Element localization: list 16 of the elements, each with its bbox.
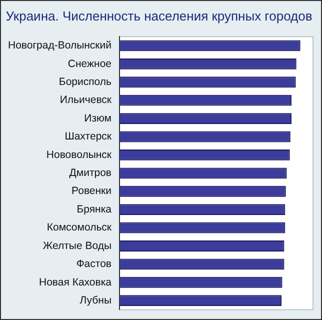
y-tick-label: Борисполь — [58, 76, 112, 88]
y-tick-label: Дмитров — [69, 167, 112, 180]
y-tick-label: Новоград-Волынский — [8, 40, 112, 52]
y-tick-label: Нововолынск — [46, 148, 112, 161]
y-tick-label: Брянка — [76, 203, 112, 216]
y-tick-label: Комсомольск — [46, 222, 112, 234]
y-tick-label: Ровенки — [72, 185, 112, 198]
y-tick-label: Новая Каховка — [39, 276, 112, 288]
chart-title: Украина. Численность населения крупных городов — [6, 8, 312, 24]
y-tick-label: Лубны — [80, 294, 112, 306]
y-tick-label: Фастов — [76, 258, 112, 270]
y-tick-label: Изюм — [84, 112, 112, 124]
y-tick-label: Снежное — [68, 58, 112, 70]
y-tick-label: Ильичевск — [60, 94, 112, 106]
y-tick-label: Шахтерск — [64, 130, 112, 143]
y-tick-label: Желтые Воды — [42, 240, 112, 252]
